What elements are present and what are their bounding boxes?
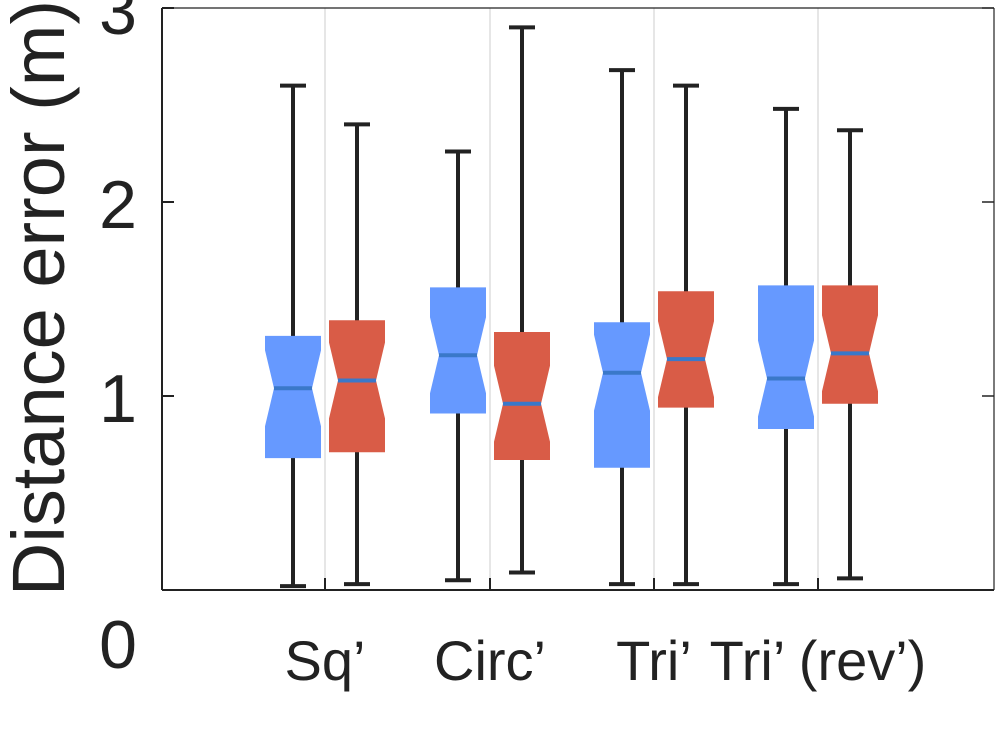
box-body <box>822 285 878 404</box>
box-body <box>494 332 550 460</box>
tick-labels: 0 1 2 3 Sq’ Circ’ Tri’ Tri’ (rev’) <box>99 0 926 692</box>
box-body <box>329 320 385 453</box>
box-1-3 <box>822 128 878 581</box>
box-body <box>265 335 321 459</box>
box-1-2 <box>658 83 714 587</box>
boxes <box>265 25 878 589</box>
grid-lines <box>324 8 819 590</box>
axes <box>161 7 995 591</box>
x-tick-label-1: Circ’ <box>434 629 546 692</box>
box-1-0 <box>329 122 385 587</box>
box-body <box>658 291 714 408</box>
box-0-0 <box>265 83 321 589</box>
y-tick-label-0: 0 <box>99 607 137 683</box>
box-0-3 <box>758 106 814 587</box>
y-tick-label-3: 3 <box>99 0 137 49</box>
x-tick-label-3: Tri’ (rev’) <box>710 629 927 692</box>
box-body <box>758 285 814 429</box>
box-1-1 <box>494 25 550 575</box>
box-body <box>594 322 650 468</box>
y-tick-label-2: 2 <box>99 167 137 243</box>
x-tick-label-0: Sq’ <box>285 629 366 692</box>
x-tick-label-2: Tri’ <box>616 629 692 692</box>
box-body <box>430 287 486 414</box>
box-0-1 <box>430 149 486 583</box>
y-tick-label-1: 1 <box>99 361 137 437</box>
box-0-2 <box>594 68 650 587</box>
y-axis-label: Distance error (m) <box>0 0 80 596</box>
